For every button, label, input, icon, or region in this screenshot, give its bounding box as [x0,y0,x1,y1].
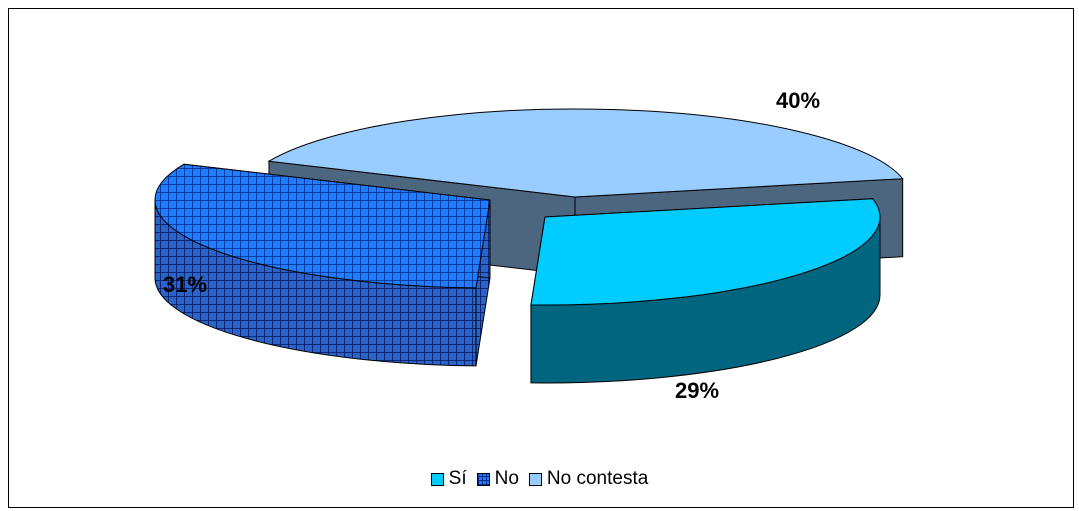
pct-label-no-contesta: 40% [776,88,820,113]
pct-label-sí: 29% [675,378,719,403]
slice-top [267,108,904,198]
legend-item-sí: Sí [430,468,467,490]
slice-top [530,198,881,306]
pie-slice-sí [530,198,881,384]
legend-label: No [494,468,519,489]
legend-label: No contesta [546,468,649,489]
legend-swatch [528,472,542,486]
legend-item-no-contesta: No contesta [528,468,649,490]
legend-swatch [476,472,490,486]
pct-label-no: 31% [163,272,207,297]
legend-item-no: No [476,468,519,490]
legend-swatch [430,472,444,486]
legend-label: Sí [448,468,467,489]
chart-legend: Sí No No contesta [0,468,1079,490]
pie-slice-no [154,163,491,367]
slice-top [154,163,491,289]
